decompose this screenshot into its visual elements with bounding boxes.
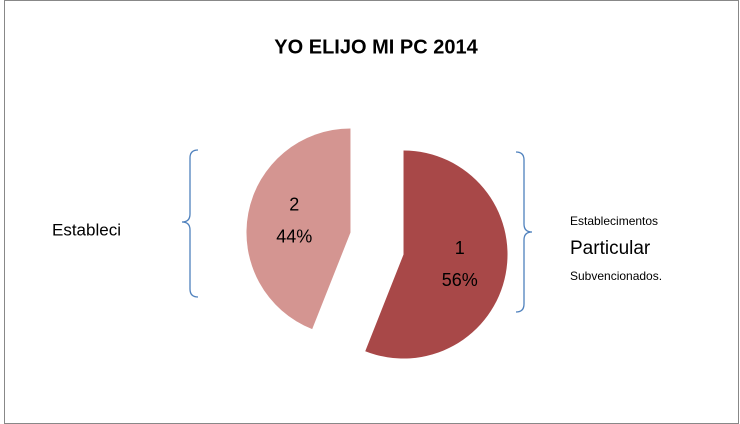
- annotation: Estableci: [52, 220, 121, 239]
- pie-slice: [365, 150, 508, 359]
- annotation: Establecimentos: [570, 214, 658, 228]
- chart-frame: [4, 0, 739, 424]
- annotation: Particular: [570, 238, 651, 259]
- pie-slice: [246, 128, 351, 330]
- slice-category-label: 1: [455, 238, 465, 258]
- slice-category-label: 2: [289, 195, 299, 215]
- right-brace: [515, 151, 533, 313]
- slice-value-label: 44%: [276, 227, 312, 247]
- chart-title: YO ELIJO MI PC 2014: [274, 36, 478, 58]
- left-brace: [181, 149, 199, 298]
- slice-value-label: 56%: [442, 270, 478, 290]
- annotation: Subvencionados.: [570, 269, 662, 283]
